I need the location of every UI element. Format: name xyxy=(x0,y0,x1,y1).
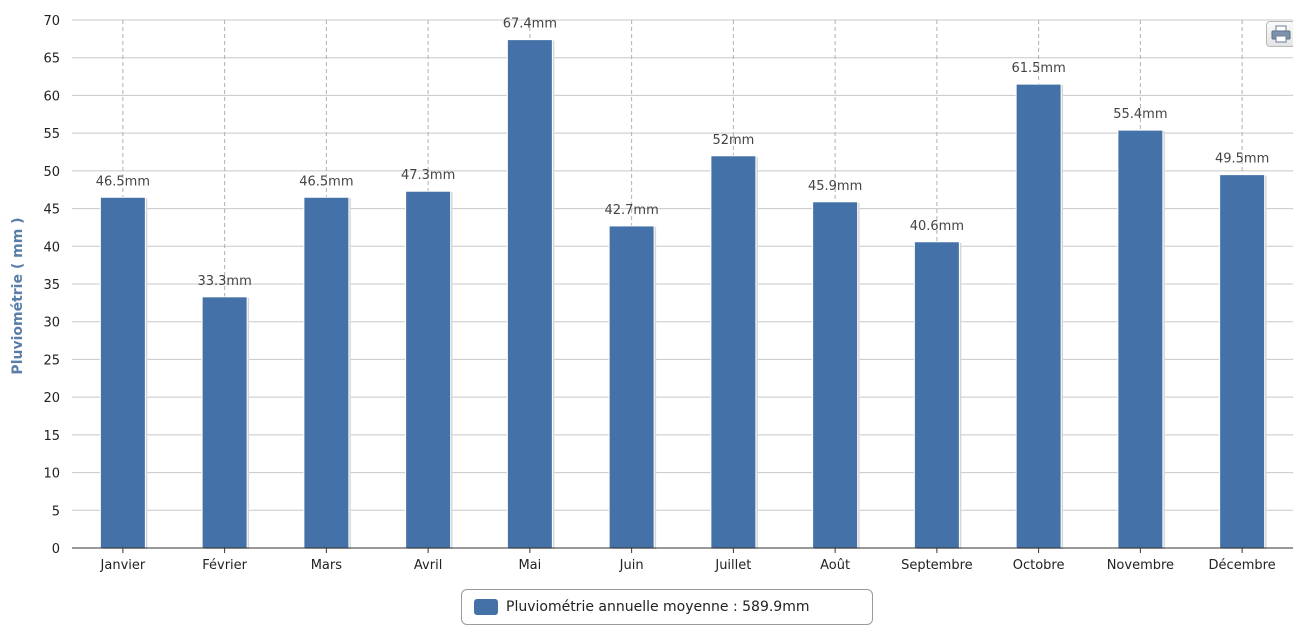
bar-février[interactable] xyxy=(201,296,248,549)
y-tick-label: 45 xyxy=(43,203,60,218)
bar-septembre[interactable] xyxy=(913,241,960,549)
data-label: 40.6mm xyxy=(910,219,964,234)
y-tick-label: 50 xyxy=(43,165,60,180)
data-label: 46.5mm xyxy=(299,174,353,189)
data-label: 47.3mm xyxy=(401,168,455,183)
y-axis-label: Pluviométrie ( mm ) xyxy=(10,217,26,374)
y-tick-label: 20 xyxy=(43,391,60,406)
bar-novembre[interactable] xyxy=(1117,129,1164,549)
x-tick-label: Janvier xyxy=(100,558,146,573)
x-tick-label: Mai xyxy=(518,558,541,573)
y-tick-label: 40 xyxy=(43,240,60,255)
bar-mai[interactable] xyxy=(506,39,553,549)
data-label: 61.5mm xyxy=(1011,61,1065,76)
bar-avril[interactable] xyxy=(405,190,452,549)
y-axis-ticks: 0 5 10 15 20 25 30 35 40 45 50 55 60 65 70 xyxy=(43,14,60,557)
x-tick-label: Octobre xyxy=(1013,558,1065,573)
data-label: 55.4mm xyxy=(1113,107,1167,122)
data-label: 49.5mm xyxy=(1215,152,1269,167)
data-label: 42.7mm xyxy=(604,203,658,218)
y-tick-label: 25 xyxy=(43,353,60,368)
data-label: 52mm xyxy=(712,133,754,148)
bar-mars[interactable] xyxy=(303,196,350,549)
y-tick-label: 15 xyxy=(43,429,60,444)
data-label: 46.5mm xyxy=(96,174,150,189)
y-tick-label: 60 xyxy=(43,89,60,104)
data-labels: 46.5mm 33.3mm 46.5mm 47.3mm 67.4mm 42.7mm 52mm… xyxy=(96,17,1270,289)
legend-label: Pluviométrie annuelle moyenne : 589.9mm xyxy=(506,599,810,615)
y-tick-label: 55 xyxy=(43,127,60,142)
y-tick-label: 5 xyxy=(52,504,60,519)
y-tick-label: 0 xyxy=(52,542,60,557)
x-tick-label: Décembre xyxy=(1209,558,1276,573)
x-tick-label: Septembre xyxy=(901,558,973,573)
data-label: 45.9mm xyxy=(808,179,862,194)
horizontal-gridlines xyxy=(72,19,1293,511)
x-tick-label: Avril xyxy=(414,558,442,573)
legend-swatch xyxy=(474,599,498,615)
x-axis-ticks: Janvier Février Mars Avril Mai Juin Juillet Aoû… xyxy=(100,548,1276,573)
bar-juillet[interactable] xyxy=(710,155,757,549)
print-button[interactable] xyxy=(1266,21,1293,47)
y-tick-label: 10 xyxy=(43,467,60,482)
print-icon xyxy=(1271,25,1291,43)
x-tick-label: Mars xyxy=(311,558,343,573)
x-tick-label: Novembre xyxy=(1107,558,1174,573)
x-tick-label: Février xyxy=(202,558,247,573)
bars xyxy=(99,39,1267,550)
x-tick-label: Juillet xyxy=(714,558,751,573)
y-tick-label: 30 xyxy=(43,316,60,331)
y-tick-label: 65 xyxy=(43,52,60,67)
bar-juin[interactable] xyxy=(608,225,655,549)
bar-janvier[interactable] xyxy=(99,196,146,549)
legend[interactable]: Pluviométrie annuelle moyenne : 589.9mm xyxy=(461,589,873,625)
bar-août[interactable] xyxy=(812,201,859,549)
data-label: 33.3mm xyxy=(197,274,251,289)
x-tick-label: Juin xyxy=(619,558,644,573)
x-tick-label: Août xyxy=(820,558,850,573)
bar-octobre[interactable] xyxy=(1015,83,1062,549)
y-tick-label: 70 xyxy=(43,14,60,29)
y-tick-label: 35 xyxy=(43,278,60,293)
bar-décembre[interactable] xyxy=(1219,174,1266,549)
data-label: 67.4mm xyxy=(503,17,557,32)
